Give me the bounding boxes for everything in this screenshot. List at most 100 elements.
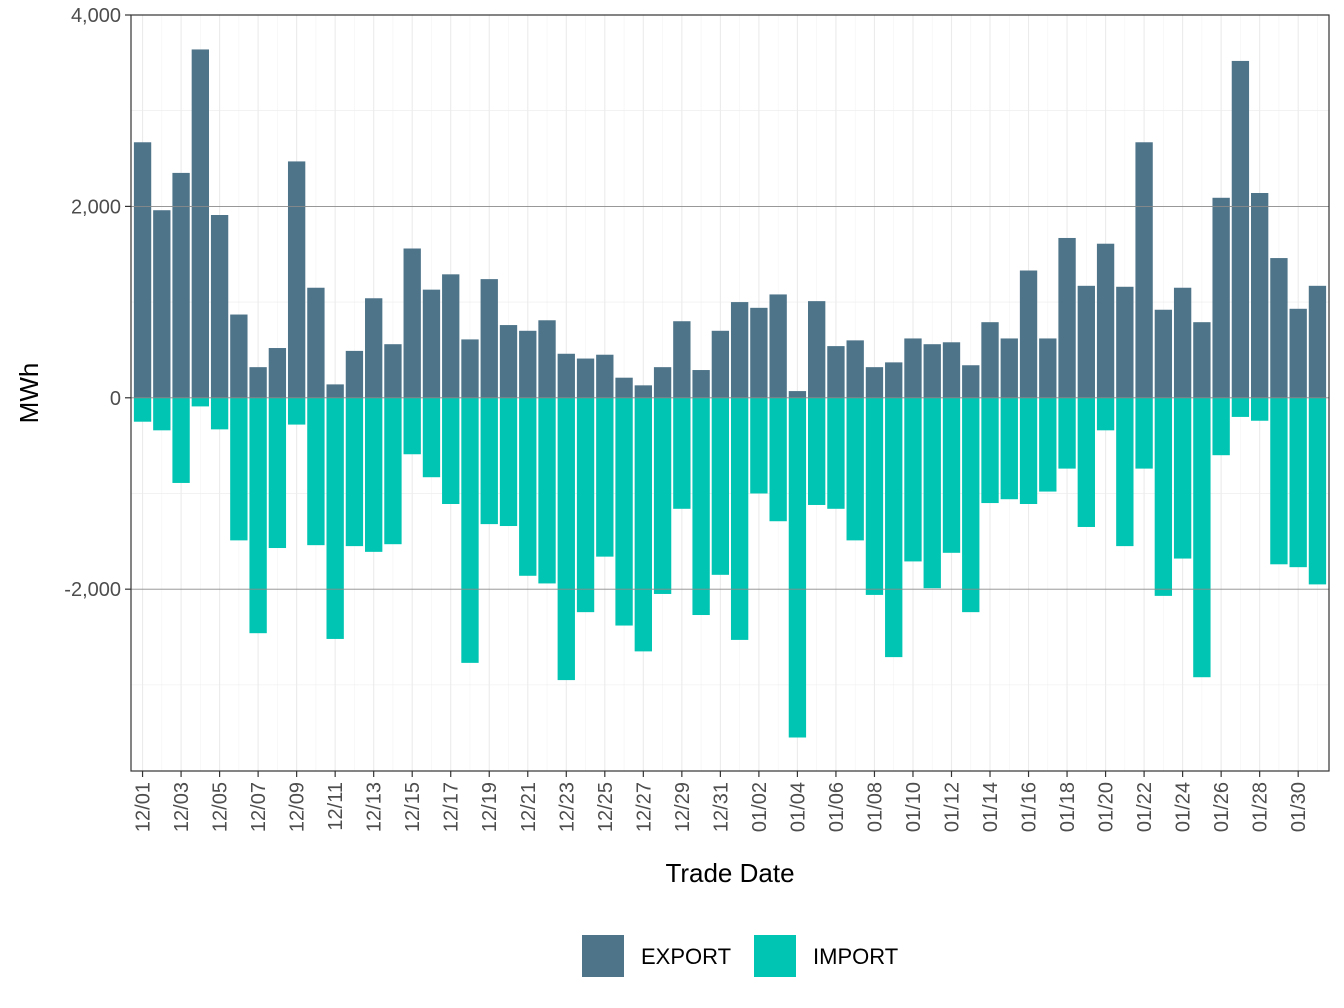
bar-import bbox=[576, 397, 595, 613]
bar-import bbox=[711, 397, 730, 575]
bar-import bbox=[788, 397, 807, 738]
bar-import bbox=[904, 397, 922, 562]
bar-export bbox=[403, 248, 421, 398]
bar-export bbox=[307, 287, 325, 398]
legend: EXPORT IMPORT bbox=[582, 935, 898, 977]
y-tick-label: 0 bbox=[110, 388, 121, 410]
x-tick-label: 12/15 bbox=[402, 782, 424, 832]
bar-import bbox=[153, 397, 171, 431]
bar-export bbox=[1212, 197, 1230, 398]
bar-import bbox=[808, 397, 826, 505]
bar-export bbox=[1308, 285, 1327, 398]
bar-export bbox=[576, 358, 595, 398]
x-tick-label: 12/17 bbox=[441, 782, 463, 832]
bar-export bbox=[615, 377, 633, 398]
bars bbox=[131, 14, 1329, 738]
legend-label-export: EXPORT bbox=[641, 944, 731, 969]
bar-import bbox=[653, 397, 672, 594]
bar-export bbox=[499, 325, 518, 398]
bar-import bbox=[499, 397, 518, 527]
x-tick-label: 01/24 bbox=[1173, 782, 1195, 832]
x-tick-label: 01/26 bbox=[1211, 782, 1233, 832]
bar-export bbox=[365, 298, 383, 398]
x-tick-label: 12/21 bbox=[518, 782, 540, 832]
bar-export bbox=[846, 340, 864, 398]
bar-import bbox=[1039, 397, 1057, 492]
bar-import bbox=[769, 397, 787, 522]
x-tick-label: 12/07 bbox=[248, 782, 270, 832]
bar-export bbox=[1231, 60, 1250, 398]
bar-export bbox=[923, 344, 941, 398]
bar-export bbox=[1154, 309, 1173, 398]
bar-import bbox=[1308, 397, 1327, 585]
x-axis-title: Trade Date bbox=[665, 858, 794, 888]
bar-export bbox=[1096, 243, 1115, 398]
x-tick-label: 01/20 bbox=[1096, 782, 1118, 832]
x-tick-label: 01/16 bbox=[1019, 782, 1041, 832]
bar-import bbox=[673, 397, 691, 509]
bar-export bbox=[557, 353, 575, 398]
bar-export bbox=[750, 307, 768, 398]
bar-import bbox=[1135, 397, 1153, 469]
y-axis: 4,000 2,000 0 -2,000 bbox=[64, 5, 131, 601]
bar-import bbox=[962, 397, 980, 613]
legend-swatch-import bbox=[754, 935, 796, 977]
bar-export bbox=[191, 49, 210, 398]
x-tick-label: 01/22 bbox=[1134, 782, 1156, 832]
bar-import bbox=[442, 397, 460, 505]
bar-import bbox=[133, 397, 152, 422]
x-tick-label: 01/04 bbox=[787, 782, 809, 832]
bar-import bbox=[692, 397, 710, 616]
bar-export bbox=[730, 302, 749, 398]
x-tick-label: 12/05 bbox=[210, 782, 232, 832]
bar-export bbox=[1173, 287, 1192, 398]
bar-import bbox=[923, 397, 941, 589]
bar-export bbox=[711, 330, 730, 398]
x-tick-label: 01/28 bbox=[1250, 782, 1272, 832]
bar-import bbox=[981, 397, 999, 504]
bar-import bbox=[1231, 397, 1250, 417]
bar-import bbox=[885, 397, 903, 658]
bar-import bbox=[422, 397, 441, 478]
bar-export bbox=[942, 342, 961, 398]
bar-import bbox=[1058, 397, 1076, 469]
bar-export bbox=[904, 338, 922, 398]
y-tick-label: -2,000 bbox=[64, 579, 121, 601]
bar-export bbox=[230, 314, 248, 398]
plot-border bbox=[130, 14, 1330, 772]
bar-import bbox=[827, 397, 845, 509]
bar-import bbox=[557, 397, 575, 681]
bar-export bbox=[326, 384, 344, 398]
x-tick-label: 01/14 bbox=[980, 782, 1002, 832]
bar-import bbox=[942, 397, 961, 553]
bar-export bbox=[865, 367, 884, 398]
bar-export bbox=[962, 365, 980, 398]
x-tick-label: 12/29 bbox=[672, 782, 694, 832]
bar-export bbox=[1077, 285, 1095, 398]
bar-import bbox=[172, 397, 190, 483]
bar-export bbox=[769, 294, 787, 398]
bar-import bbox=[1193, 397, 1211, 678]
y-tick-label: 4,000 bbox=[71, 5, 121, 27]
x-tick-label: 12/19 bbox=[479, 782, 501, 832]
bar-import bbox=[307, 397, 325, 546]
bar-import bbox=[230, 397, 248, 541]
bar-import bbox=[403, 397, 421, 455]
bar-import bbox=[1250, 397, 1269, 421]
bar-import bbox=[480, 397, 498, 525]
bar-export bbox=[461, 339, 479, 398]
bar-import bbox=[1077, 397, 1095, 527]
bar-import bbox=[287, 397, 306, 425]
bar-import bbox=[519, 397, 537, 576]
bar-export bbox=[885, 362, 903, 398]
x-tick-label: 01/30 bbox=[1288, 782, 1310, 832]
bar-import bbox=[1096, 397, 1115, 431]
bar-import bbox=[1116, 397, 1134, 547]
bar-export bbox=[210, 215, 229, 398]
bar-import bbox=[1212, 397, 1230, 456]
bar-export bbox=[519, 330, 537, 398]
bar-export bbox=[808, 301, 826, 398]
bar-export bbox=[538, 320, 556, 398]
x-tick-label: 12/31 bbox=[710, 782, 732, 832]
